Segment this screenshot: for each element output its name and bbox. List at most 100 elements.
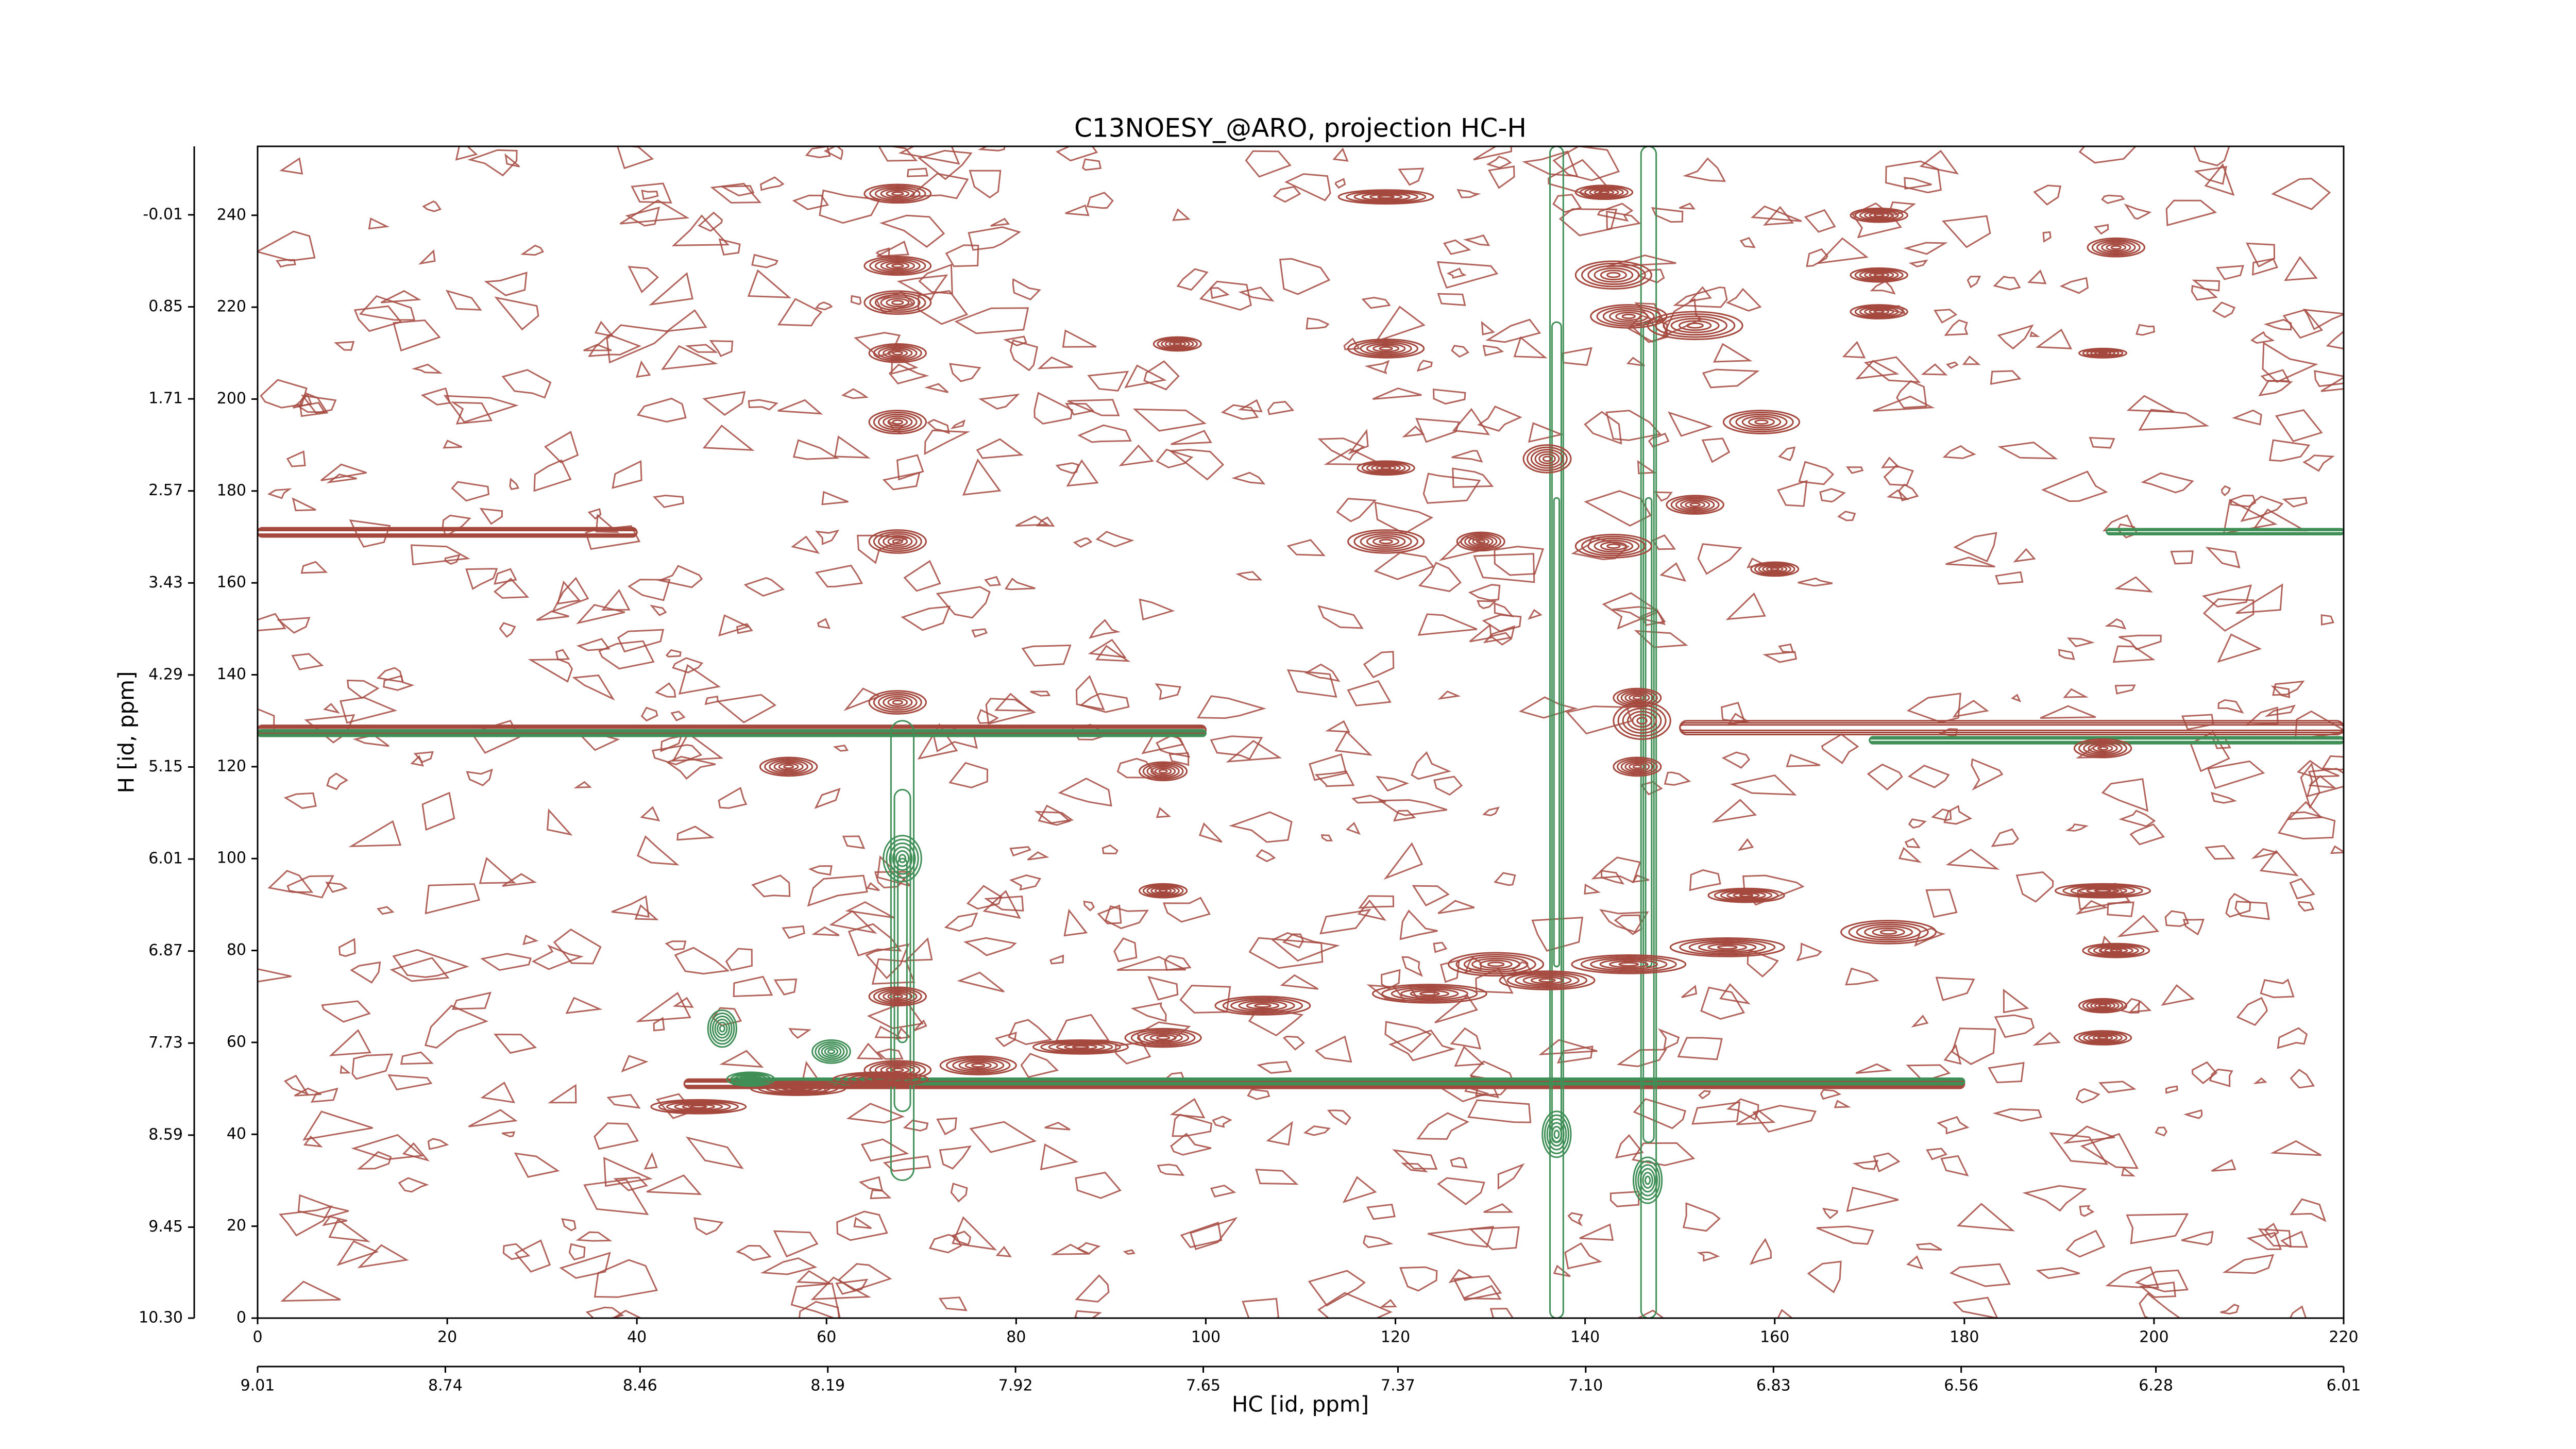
peak-contour: [1360, 533, 1412, 550]
y2-tick-label: -0.01: [143, 205, 183, 223]
noise-contour: [917, 290, 969, 325]
peak-contour: [1720, 890, 1773, 901]
noise-contour: [1673, 287, 1728, 308]
peak-contour: [1538, 453, 1556, 464]
noise-contour: [702, 424, 755, 451]
noise-contour: [2141, 472, 2194, 494]
peak-contour: [1380, 466, 1392, 470]
noise-contour: [267, 870, 314, 893]
noise-contour: [383, 675, 415, 691]
noise-contour: [1433, 389, 1466, 405]
noise-contour: [2251, 508, 2308, 532]
noise-contour: [913, 1019, 927, 1032]
peak-contour: [745, 1077, 756, 1082]
noise-contour: [860, 1138, 909, 1162]
noise-contour: [387, 1074, 433, 1091]
noise-contour: [823, 146, 843, 160]
noise-contour: [1363, 1235, 1394, 1249]
noise-contour: [1926, 1148, 1947, 1160]
peak-contour: [1621, 313, 1636, 319]
noise-contour: [1997, 442, 2058, 460]
peak-contour: [1157, 337, 1198, 351]
noise-contour: [1418, 562, 1462, 593]
noise-contour: [2275, 409, 2323, 442]
x-tick-label: 60: [817, 1328, 836, 1346]
noise-contour: [725, 948, 753, 971]
noise-contour: [1940, 1155, 1969, 1176]
noise-contour: [1737, 838, 1754, 851]
noise-contour: [1388, 1029, 1456, 1062]
noise-contour: [1944, 319, 1969, 336]
peak-contour: [2110, 948, 2123, 953]
peak-contour: [848, 1073, 913, 1085]
noise-contour: [808, 865, 833, 876]
noise-contour: [719, 1050, 764, 1068]
noise-contour: [1651, 207, 1684, 223]
peak-contour: [863, 290, 932, 315]
peak-contour: [1153, 336, 1202, 352]
noise-contour: [446, 290, 482, 311]
peak-contour: [1530, 976, 1564, 984]
peak-contour: [1722, 410, 1801, 434]
noise-contour: [2063, 1125, 2115, 1144]
noise-contour: [556, 580, 581, 605]
peak-contour: [1594, 189, 1615, 196]
noise-contour: [1992, 1108, 2042, 1122]
noise-contour: [2205, 546, 2241, 569]
noise-contour: [968, 226, 1022, 251]
noise-contour: [1366, 1203, 1396, 1220]
noise-contour: [978, 393, 1020, 410]
noise-contour: [1952, 1296, 1998, 1318]
noise-contour: [1648, 432, 1670, 448]
noise-contour: [2182, 919, 2205, 936]
peak-contour: [1632, 764, 1642, 769]
noise-contour: [1456, 189, 1481, 198]
noise-contour: [1199, 280, 1252, 311]
peak-contour: [1161, 339, 1194, 349]
noise-contour: [501, 1131, 516, 1138]
peak-contour: [1686, 322, 1704, 329]
noise-contour: [1997, 324, 2034, 350]
peak-contour: [1139, 883, 1188, 899]
noise-contour: [1971, 758, 2004, 791]
noise-contour: [300, 394, 337, 414]
x-tick-label: 100: [1191, 1328, 1221, 1346]
peak-contour: [1739, 893, 1754, 898]
peak-contour: [738, 1075, 764, 1084]
peak-contour: [883, 991, 913, 1002]
noise-contour: [1364, 360, 1390, 375]
noise-contour: [1798, 461, 1835, 485]
peak-contour: [1064, 1043, 1097, 1050]
noise-contour: [326, 473, 357, 484]
noise-contour: [1851, 202, 1902, 239]
noise-contour: [480, 953, 532, 971]
peak-contour: [892, 350, 904, 356]
noise-contour: [1130, 1002, 1167, 1022]
peak-contour: [873, 988, 922, 1005]
noise-contour: [977, 146, 1006, 151]
peak-contour: [2097, 746, 2109, 751]
peak-contour: [1479, 959, 1513, 969]
noise-contour: [1483, 1203, 1514, 1213]
noise-contour: [1284, 173, 1331, 201]
peak-contour: [1579, 186, 1629, 199]
peak-contour: [1632, 714, 1652, 728]
noise-contour: [576, 604, 625, 625]
noise-contour: [258, 968, 292, 983]
noise-contour: [1065, 204, 1090, 216]
noise-contour: [1911, 1015, 1929, 1028]
noise-contour: [575, 1231, 613, 1242]
noise-contour: [1916, 1242, 1942, 1251]
noise-contour: [393, 319, 441, 352]
peak-contour: [1419, 991, 1440, 996]
noise-contour: [1497, 1163, 1525, 1190]
noise-contour: [420, 387, 451, 406]
noise-contour: [1309, 753, 1347, 781]
noise-contour: [594, 1259, 658, 1298]
peak-contour: [1546, 1118, 1567, 1151]
noise-contour: [443, 440, 463, 449]
noise-contour: [340, 1065, 351, 1074]
noise-contour: [2022, 1185, 2088, 1212]
peak-contour: [1230, 999, 1295, 1013]
peak-contour: [2073, 738, 2132, 759]
